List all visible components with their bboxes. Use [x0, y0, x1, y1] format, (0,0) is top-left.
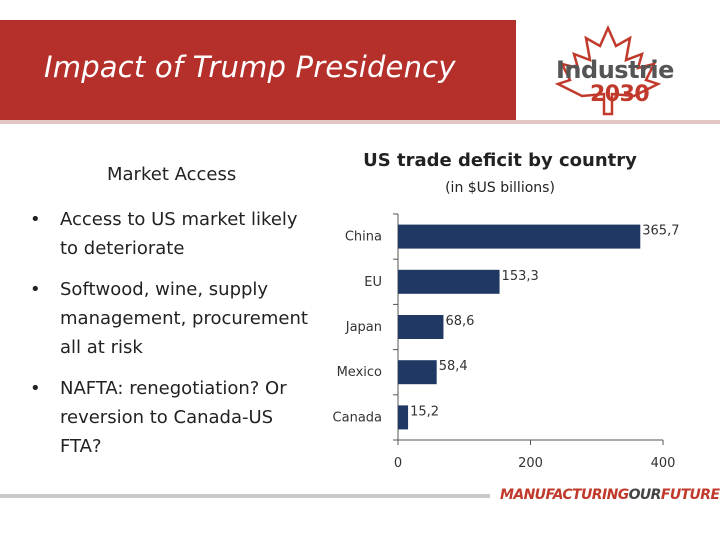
maple-leaf-icon — [554, 24, 662, 116]
footer-brand: MANUFACTURINGOURFUTURE — [500, 487, 720, 503]
bullet-item: Access to US market likely to deteriorat… — [30, 205, 320, 263]
footer-brand-part3: FUTURE — [660, 487, 720, 503]
slide-title: Impact of Trump Presidency — [44, 50, 456, 84]
bar-mexico — [398, 360, 437, 385]
value-label: 153,3 — [502, 269, 539, 284]
x-tick-label: 200 — [518, 456, 543, 471]
x-tick-label: 0 — [394, 456, 402, 471]
footer-brand-part1: MANUFACTURING — [500, 487, 629, 503]
category-label: China — [345, 230, 382, 245]
category-label: Japan — [345, 320, 382, 335]
category-label: EU — [364, 275, 382, 290]
footer-divider — [0, 494, 490, 498]
logo-year: 2030 — [590, 82, 650, 107]
logo-word: Industrie — [556, 56, 674, 84]
x-tick-label: 400 — [651, 456, 676, 471]
value-label: 58,4 — [439, 359, 468, 374]
bar-japan — [398, 315, 444, 339]
chart-title: US trade deficit by country — [363, 150, 637, 171]
market-access-heading: Market Access — [107, 164, 237, 185]
category-label: Canada — [333, 410, 382, 425]
chart-subtitle: (in $US billions) — [445, 180, 555, 196]
bar-canada — [398, 405, 409, 430]
category-label: Mexico — [337, 365, 382, 380]
bullet-list: Access to US market likely to deteriorat… — [30, 205, 320, 473]
industrie-2030-logo: Industrie 2030 — [516, 20, 720, 120]
footer-brand-part2: OUR — [628, 487, 662, 503]
value-label: 68,6 — [445, 314, 474, 329]
bar-eu — [398, 269, 500, 294]
value-label: 15,2 — [410, 404, 439, 419]
value-label: 365,7 — [642, 224, 679, 239]
bullet-item: NAFTA: renegotiation? Or reversion to Ca… — [30, 374, 320, 461]
bullet-item: Softwood, wine, supply management, procu… — [30, 275, 320, 362]
bar-china — [398, 224, 641, 249]
